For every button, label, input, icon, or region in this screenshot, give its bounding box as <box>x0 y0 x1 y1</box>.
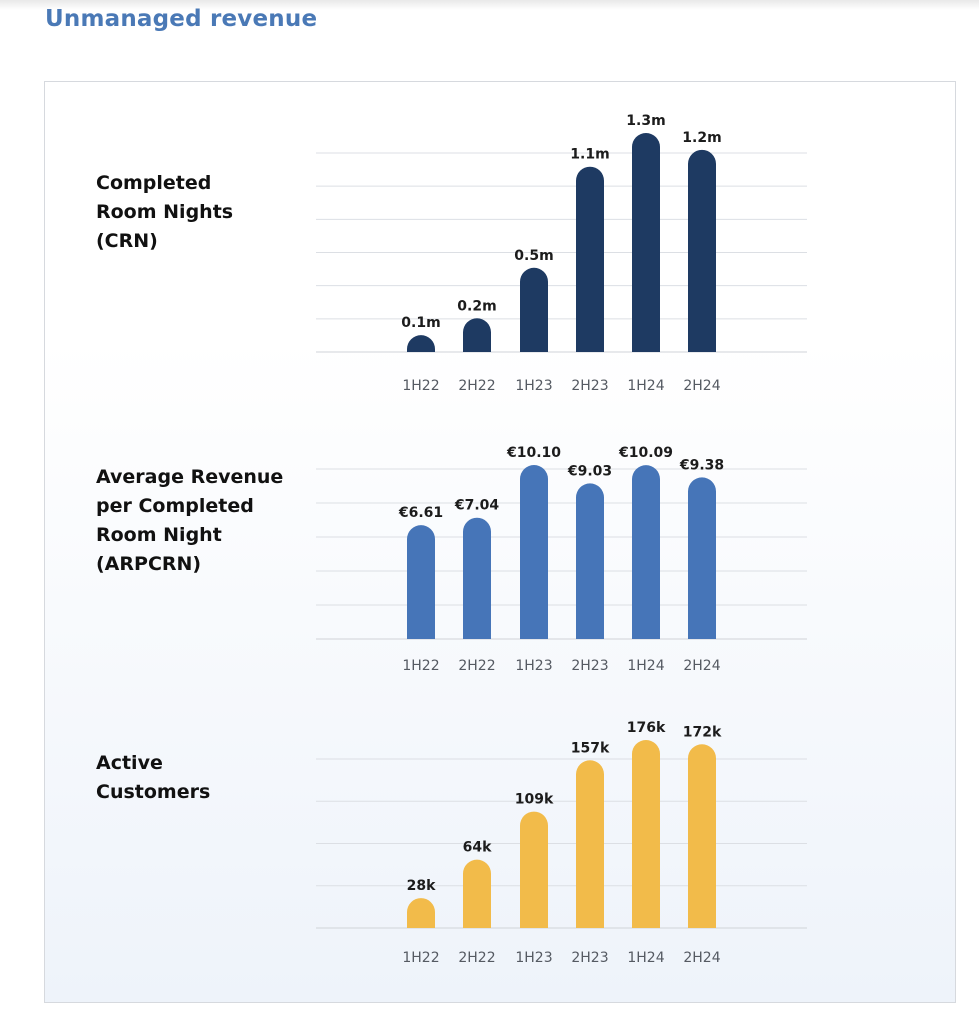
crn-bar <box>688 149 716 352</box>
arpcrn-tick-label: 2H22 <box>458 658 495 674</box>
arpcrn-metric-label: Average Revenue per Completed Room Night… <box>96 463 283 579</box>
crn-label-line: Completed <box>96 172 212 194</box>
crn-value-label: 0.1m <box>401 315 440 331</box>
arpcrn-tick-label: 2H24 <box>683 658 720 674</box>
charts-panel <box>44 81 956 1003</box>
arpcrn-label-line: (ARPCRN) <box>96 553 202 575</box>
arpcrn-bar <box>688 477 716 639</box>
customers-value-label: 172k <box>683 724 722 740</box>
customers-tick-label: 1H24 <box>627 950 664 966</box>
customers-tick-label: 1H22 <box>402 950 439 966</box>
crn-bar <box>576 166 604 352</box>
crn-value-label: 0.5m <box>514 248 553 264</box>
arpcrn-value-label: €6.61 <box>398 505 443 521</box>
customers-bar <box>688 744 716 928</box>
crn-value-label: 1.1m <box>570 147 609 163</box>
crn-tick-label: 2H23 <box>571 378 608 394</box>
crn-bar <box>520 267 548 352</box>
arpcrn-value-label: €9.03 <box>567 463 612 479</box>
top-shadow <box>0 0 979 10</box>
crn-label-line: Room Nights <box>96 201 234 223</box>
crn-value-label: 0.2m <box>457 298 496 314</box>
customers-value-label: 28k <box>407 878 436 894</box>
crn-tick-label: 1H24 <box>627 378 664 394</box>
crn-tick-label: 1H23 <box>515 378 552 394</box>
crn-tick-label: 2H24 <box>683 378 720 394</box>
arpcrn-bar <box>520 465 548 639</box>
customers-bar <box>632 740 660 928</box>
page-title: Unmanaged revenue <box>45 6 318 32</box>
arpcrn-tick-label: 1H22 <box>402 658 439 674</box>
customers-tick-label: 1H23 <box>515 950 552 966</box>
arpcrn-value-label: €10.09 <box>618 445 673 461</box>
crn-tick-label: 1H22 <box>402 378 439 394</box>
arpcrn-label-line: Average Revenue <box>96 466 284 488</box>
customers-label-line: Active <box>96 752 163 774</box>
arpcrn-value-label: €10.10 <box>506 445 561 461</box>
arpcrn-bar <box>407 525 436 639</box>
crn-bar <box>463 318 491 352</box>
crn-value-label: 1.3m <box>626 113 665 129</box>
customers-bar <box>463 859 491 928</box>
arpcrn-value-label: €9.38 <box>679 457 724 473</box>
customers-value-label: 157k <box>571 740 610 756</box>
crn-label-line: (CRN) <box>96 230 158 252</box>
arpcrn-tick-label: 1H23 <box>515 658 552 674</box>
arpcrn-bar <box>632 465 660 639</box>
arpcrn-tick-label: 1H24 <box>627 658 664 674</box>
arpcrn-bar <box>463 517 491 639</box>
arpcrn-value-label: €7.04 <box>454 498 500 514</box>
customers-value-label: 64k <box>463 840 492 856</box>
customers-tick-label: 2H22 <box>458 950 495 966</box>
crn-bar <box>632 133 660 352</box>
customers-tick-label: 2H24 <box>683 950 720 966</box>
crn-bar <box>407 335 436 352</box>
customers-bar <box>520 811 548 928</box>
crn-tick-label: 2H22 <box>458 378 495 394</box>
customers-bar <box>576 760 604 928</box>
arpcrn-label-line: per Completed <box>96 495 254 517</box>
customers-value-label: 176k <box>627 720 666 736</box>
customers-value-label: 109k <box>515 792 554 808</box>
arpcrn-tick-label: 2H23 <box>571 658 608 674</box>
crn-metric-label: Completed Room Nights (CRN) <box>96 169 233 256</box>
arpcrn-label-line: Room Night <box>96 524 222 546</box>
customers-bar <box>407 898 436 928</box>
customers-tick-label: 2H23 <box>571 950 608 966</box>
customers-metric-label: Active Customers <box>96 749 210 807</box>
crn-value-label: 1.2m <box>682 130 721 146</box>
arpcrn-bar <box>576 483 604 639</box>
customers-label-line: Customers <box>96 781 211 803</box>
